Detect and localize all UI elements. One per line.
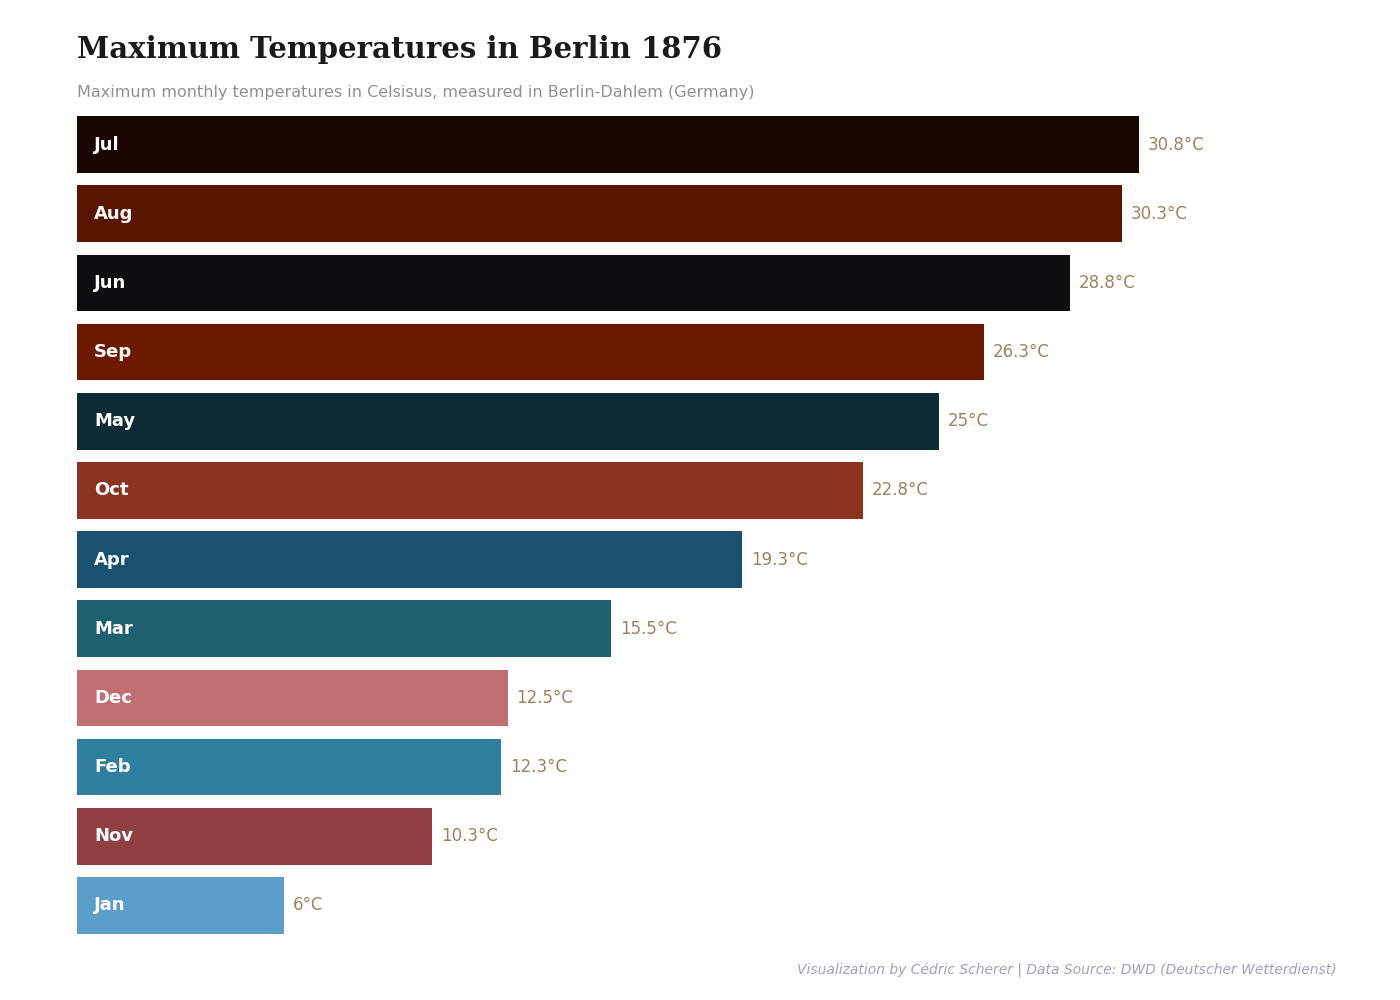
Text: 19.3°C: 19.3°C [750, 551, 808, 569]
Bar [77, 393, 939, 450]
Bar [77, 600, 612, 657]
Text: Feb: Feb [94, 758, 130, 776]
Text: 22.8°C: 22.8°C [872, 481, 928, 499]
Bar [77, 255, 1070, 311]
Bar [77, 116, 1140, 173]
Text: Jun: Jun [94, 274, 126, 292]
Text: Nov: Nov [94, 827, 133, 845]
Text: 30.3°C: 30.3°C [1130, 205, 1187, 223]
Bar [77, 185, 1121, 242]
Text: May: May [94, 412, 136, 430]
Bar [77, 462, 862, 519]
Bar [77, 739, 501, 795]
Text: Jul: Jul [94, 136, 120, 154]
Text: Oct: Oct [94, 481, 129, 499]
Text: Dec: Dec [94, 689, 132, 707]
Text: 6°C: 6°C [293, 896, 323, 914]
Bar [77, 808, 433, 865]
Text: Apr: Apr [94, 551, 130, 569]
Text: 12.5°C: 12.5°C [517, 689, 574, 707]
Text: 30.8°C: 30.8°C [1148, 136, 1204, 154]
Text: Visualization by Cédric Scherer | Data Source: DWD (Deutscher Wetterdienst): Visualization by Cédric Scherer | Data S… [798, 963, 1337, 978]
Text: 15.5°C: 15.5°C [620, 620, 676, 638]
Bar [77, 877, 284, 934]
Text: Jan: Jan [94, 896, 126, 914]
Text: Maximum Temperatures in Berlin 1876: Maximum Temperatures in Berlin 1876 [77, 35, 722, 64]
Text: Mar: Mar [94, 620, 133, 638]
Text: 12.3°C: 12.3°C [510, 758, 567, 776]
Bar [77, 324, 984, 380]
Bar [77, 531, 742, 588]
Text: 28.8°C: 28.8°C [1078, 274, 1135, 292]
Bar [77, 670, 508, 726]
Text: Maximum monthly temperatures in Celsisus, measured in Berlin-Dahlem (Germany): Maximum monthly temperatures in Celsisus… [77, 85, 755, 100]
Text: Aug: Aug [94, 205, 133, 223]
Text: Sep: Sep [94, 343, 133, 361]
Text: 25°C: 25°C [948, 412, 988, 430]
Text: 26.3°C: 26.3°C [993, 343, 1049, 361]
Text: 10.3°C: 10.3°C [441, 827, 497, 845]
